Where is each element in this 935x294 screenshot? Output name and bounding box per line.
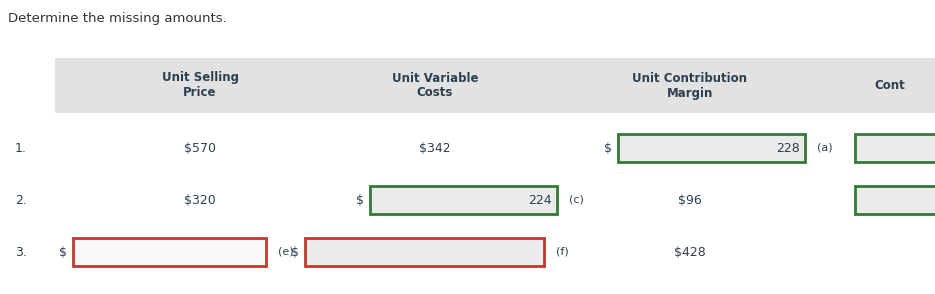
Text: 2.: 2. bbox=[15, 193, 27, 206]
Text: $570: $570 bbox=[184, 141, 216, 155]
Text: $428: $428 bbox=[674, 245, 706, 258]
Text: $320: $320 bbox=[184, 193, 216, 206]
Text: $: $ bbox=[59, 245, 67, 258]
Text: $: $ bbox=[604, 141, 612, 155]
Text: (a): (a) bbox=[817, 143, 833, 153]
Text: $: $ bbox=[356, 193, 364, 206]
Bar bbox=[618, 134, 805, 162]
Text: Unit Variable
Costs: Unit Variable Costs bbox=[392, 71, 478, 99]
Text: (e): (e) bbox=[278, 247, 294, 257]
Bar bbox=[73, 238, 266, 266]
Bar bbox=[855, 134, 935, 162]
Text: Cont: Cont bbox=[874, 79, 905, 92]
Text: Determine the missing amounts.: Determine the missing amounts. bbox=[8, 12, 227, 25]
Text: 228: 228 bbox=[776, 141, 800, 155]
Text: 1.: 1. bbox=[15, 141, 27, 155]
Bar bbox=[305, 238, 544, 266]
Text: $342: $342 bbox=[419, 141, 451, 155]
Text: $: $ bbox=[291, 245, 299, 258]
Text: 224: 224 bbox=[528, 193, 552, 206]
Bar bbox=[55, 58, 935, 113]
Text: (c): (c) bbox=[569, 195, 583, 205]
Bar bbox=[370, 186, 557, 214]
Text: Unit Contribution
Margin: Unit Contribution Margin bbox=[632, 71, 747, 99]
Text: $96: $96 bbox=[678, 193, 702, 206]
Text: Unit Selling
Price: Unit Selling Price bbox=[162, 71, 238, 99]
Text: (f): (f) bbox=[556, 247, 568, 257]
Bar bbox=[855, 186, 935, 214]
Text: 3.: 3. bbox=[15, 245, 27, 258]
